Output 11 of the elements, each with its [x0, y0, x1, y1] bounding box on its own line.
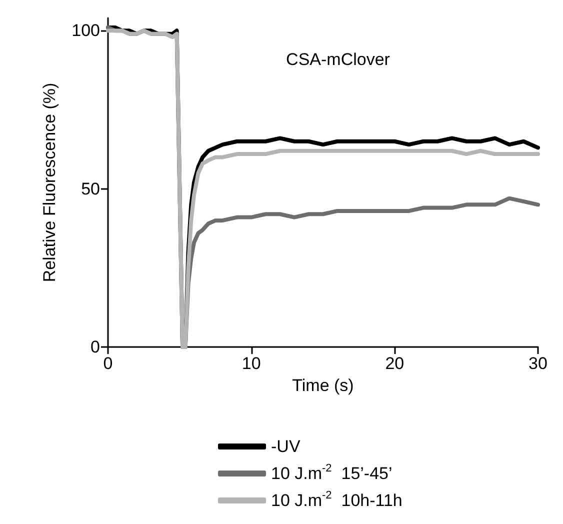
x-tick-label: 20	[385, 354, 404, 373]
y-tick-label: 0	[90, 338, 100, 356]
y-tick-label: 50	[81, 179, 100, 198]
y-axis-title: Relative Fluorescence (%)	[40, 82, 59, 282]
x-tick-label: 0	[103, 354, 113, 373]
x-tick-label: 30	[528, 354, 548, 373]
y-tick-label: 100	[72, 21, 100, 40]
text: CSA-mClover	[286, 50, 390, 69]
x-axis-title: Time (s)	[292, 376, 354, 395]
x-tick-label: 10	[242, 354, 261, 373]
legend-label: -UV	[271, 437, 301, 456]
